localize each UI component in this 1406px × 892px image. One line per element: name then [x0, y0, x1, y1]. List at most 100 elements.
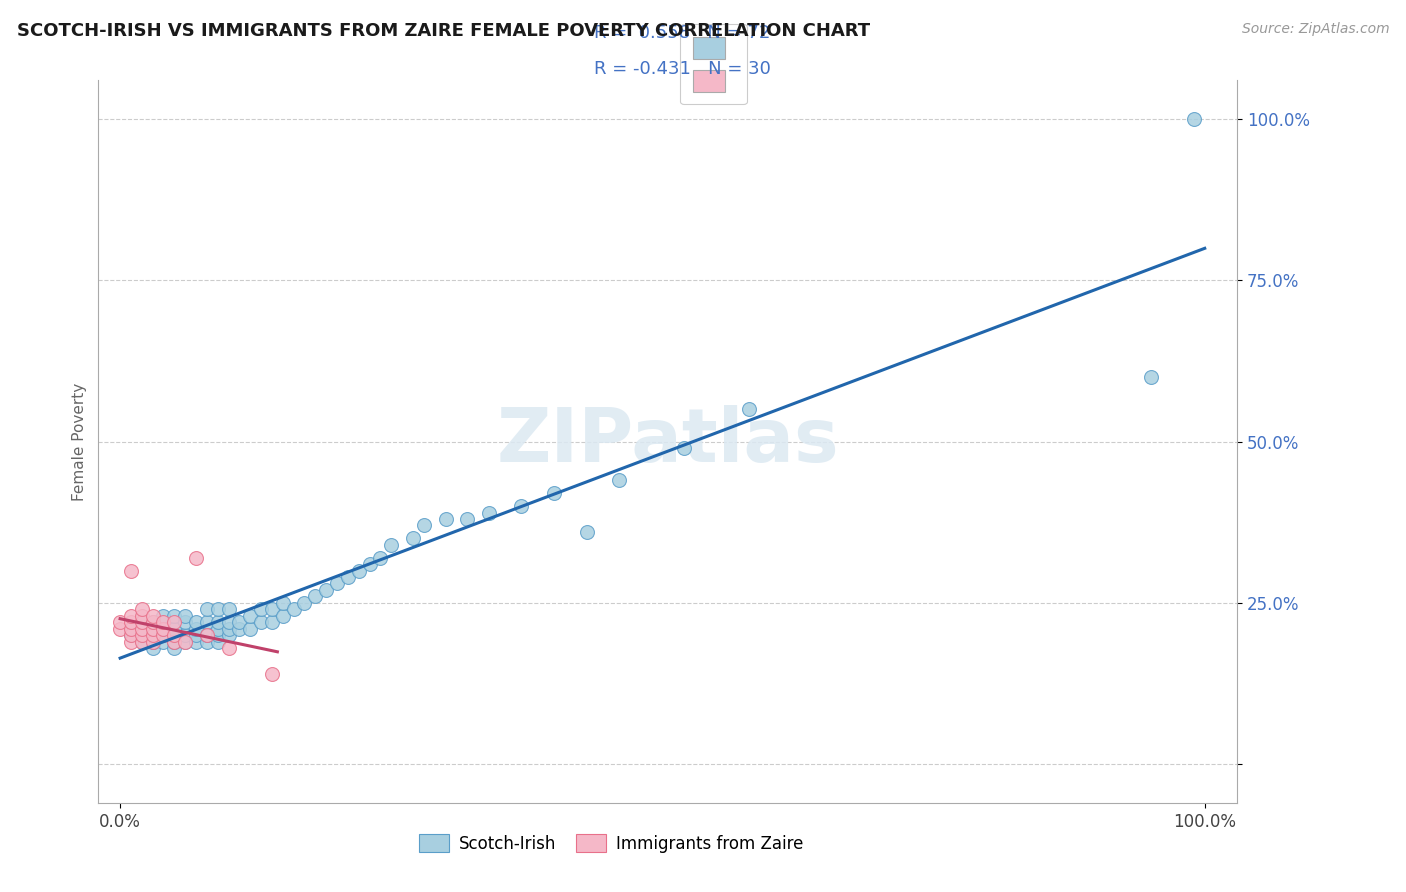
Point — [218, 628, 240, 642]
Point — [163, 634, 186, 648]
Point — [207, 615, 229, 630]
Text: ZIPatlas: ZIPatlas — [496, 405, 839, 478]
Point — [174, 628, 197, 642]
Point — [260, 602, 283, 616]
Point — [478, 506, 501, 520]
Point — [195, 628, 218, 642]
Point — [607, 473, 630, 487]
Point — [120, 608, 142, 623]
Point — [142, 615, 165, 630]
Point — [184, 634, 207, 648]
Text: R =  0.558   N = 72: R = 0.558 N = 72 — [593, 24, 770, 42]
Point — [347, 564, 370, 578]
Point — [207, 602, 229, 616]
Point — [120, 628, 142, 642]
Point — [152, 615, 174, 630]
Point — [174, 634, 197, 648]
Point — [131, 628, 153, 642]
Y-axis label: Female Poverty: Female Poverty — [72, 383, 87, 500]
Point — [402, 531, 425, 545]
Point — [228, 615, 250, 630]
Point — [152, 628, 174, 642]
Point — [207, 628, 229, 642]
Point — [195, 628, 218, 642]
Text: R = -0.431   N = 30: R = -0.431 N = 30 — [593, 61, 770, 78]
Point — [174, 608, 197, 623]
Point — [1139, 370, 1161, 384]
Point — [336, 570, 359, 584]
Point — [174, 634, 197, 648]
Point — [131, 615, 153, 630]
Point — [184, 622, 207, 636]
Point — [326, 576, 349, 591]
Point — [294, 596, 316, 610]
Point — [218, 640, 240, 655]
Point — [575, 524, 598, 539]
Point — [1182, 112, 1205, 126]
Point — [271, 596, 294, 610]
Point — [184, 628, 207, 642]
Text: SCOTCH-IRISH VS IMMIGRANTS FROM ZAIRE FEMALE POVERTY CORRELATION CHART: SCOTCH-IRISH VS IMMIGRANTS FROM ZAIRE FE… — [17, 22, 870, 40]
Point — [142, 634, 165, 648]
Point — [131, 634, 153, 648]
Point — [218, 622, 240, 636]
Point — [131, 602, 153, 616]
Point — [142, 628, 165, 642]
Point — [543, 486, 565, 500]
Point — [163, 640, 186, 655]
Point — [120, 564, 142, 578]
Point — [152, 622, 174, 636]
Point — [370, 550, 392, 565]
Point — [239, 622, 262, 636]
Point — [673, 441, 696, 455]
Point — [195, 602, 218, 616]
Point — [163, 628, 186, 642]
Point — [738, 402, 761, 417]
Point — [163, 615, 186, 630]
Point — [260, 666, 283, 681]
Point — [250, 615, 273, 630]
Point — [152, 634, 174, 648]
Point — [510, 499, 533, 513]
Point — [207, 634, 229, 648]
Legend: Scotch-Irish, Immigrants from Zaire: Scotch-Irish, Immigrants from Zaire — [412, 828, 810, 860]
Point — [412, 518, 434, 533]
Point — [174, 615, 197, 630]
Point — [304, 590, 326, 604]
Point — [315, 582, 337, 597]
Point — [108, 622, 131, 636]
Point — [359, 557, 381, 571]
Point — [152, 628, 174, 642]
Point — [184, 550, 207, 565]
Point — [283, 602, 305, 616]
Point — [163, 628, 186, 642]
Point — [380, 538, 402, 552]
Point — [163, 622, 186, 636]
Point — [163, 608, 186, 623]
Point — [120, 622, 142, 636]
Point — [163, 634, 186, 648]
Point — [120, 622, 142, 636]
Point — [218, 615, 240, 630]
Point — [142, 634, 165, 648]
Point — [260, 615, 283, 630]
Point — [152, 622, 174, 636]
Point — [239, 608, 262, 623]
Point — [434, 512, 457, 526]
Point — [184, 615, 207, 630]
Point — [152, 608, 174, 623]
Point — [120, 634, 142, 648]
Point — [456, 512, 478, 526]
Point — [131, 615, 153, 630]
Point — [131, 622, 153, 636]
Point — [108, 615, 131, 630]
Point — [142, 615, 165, 630]
Point — [228, 622, 250, 636]
Point — [195, 634, 218, 648]
Point — [142, 640, 165, 655]
Point — [131, 628, 153, 642]
Point — [250, 602, 273, 616]
Point — [142, 622, 165, 636]
Point — [131, 608, 153, 623]
Point — [218, 602, 240, 616]
